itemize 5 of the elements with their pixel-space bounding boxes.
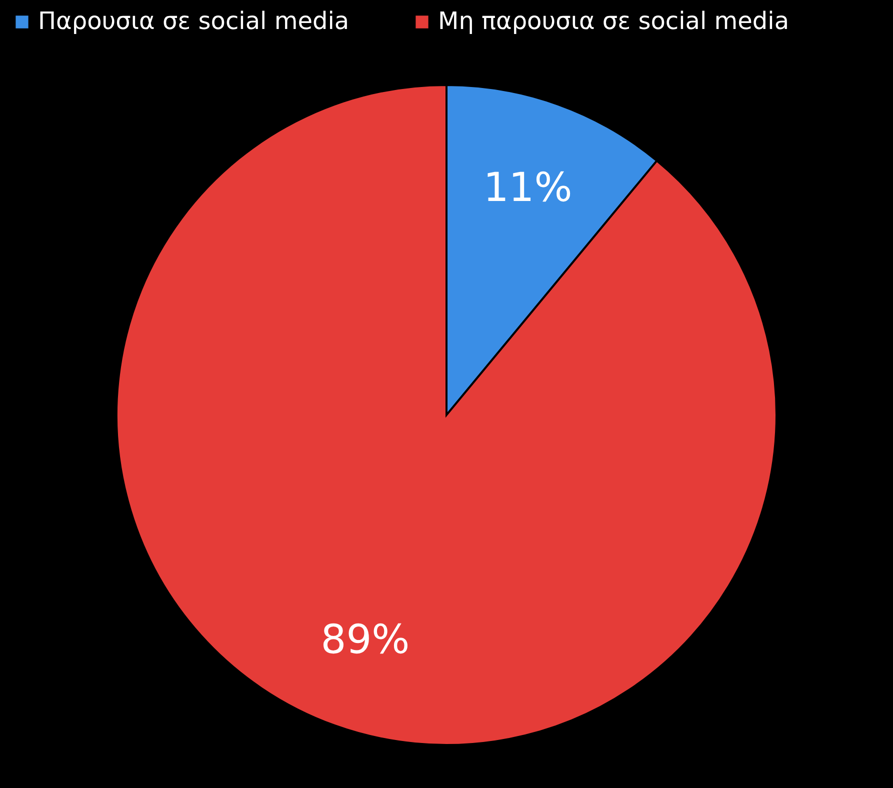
data-label: 11% xyxy=(483,165,572,212)
data-label: 89% xyxy=(320,616,410,663)
pie-slice xyxy=(116,84,778,746)
legend-label: Παρουσια σε social media xyxy=(38,7,350,35)
legend-label: Μη παρουσια σε social media xyxy=(438,7,790,35)
